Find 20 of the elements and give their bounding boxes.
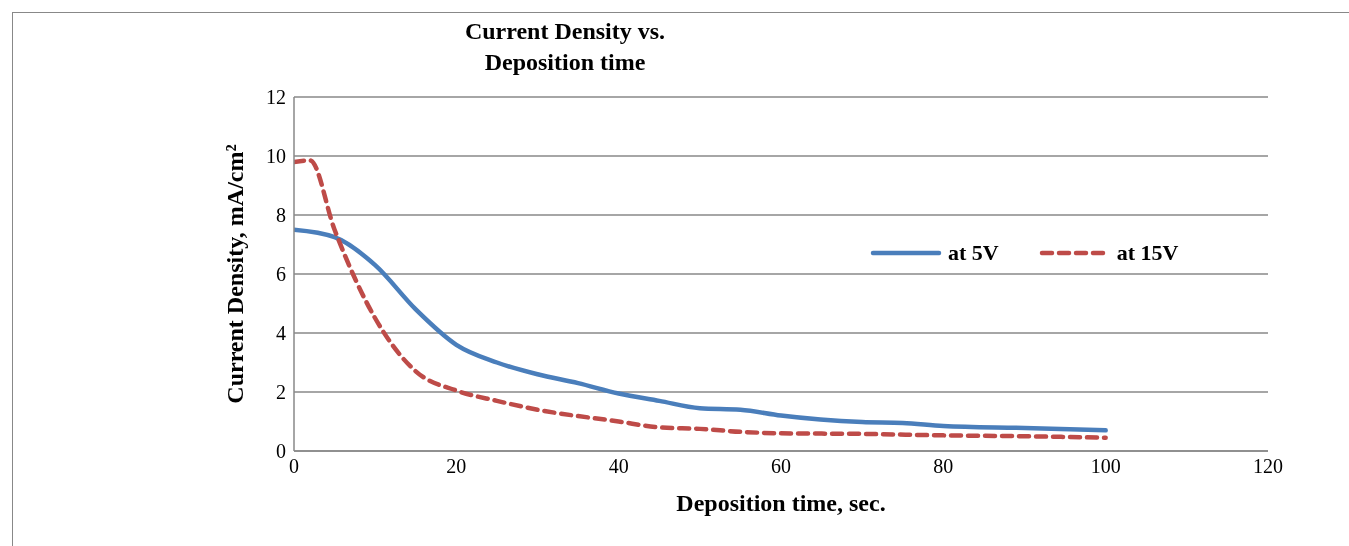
y-tick-label: 4 — [276, 322, 286, 345]
y-tick-label: 12 — [266, 86, 286, 109]
y-tick-label: 8 — [276, 204, 286, 227]
x-axis-title: Deposition time, sec. — [676, 490, 886, 516]
y-tick-label: 2 — [276, 381, 286, 404]
y-axis-title: Current Density, mA/cm² — [221, 144, 248, 404]
x-tick-label: 120 — [1253, 455, 1283, 478]
line-series — [294, 158, 1108, 440]
chart-title: Current Density vs. Deposition time — [463, 17, 667, 77]
legend-label: at 15V — [1116, 240, 1179, 266]
x-tick-label: 60 — [771, 455, 791, 478]
x-tick-label: 20 — [446, 455, 467, 478]
legend-label: at 5V — [948, 240, 999, 266]
y-tick-label: 0 — [276, 440, 286, 463]
x-tick-label: 80 — [933, 455, 954, 478]
x-tick-label: 100 — [1090, 455, 1121, 478]
y-tick-label: 6 — [276, 263, 286, 286]
y-tick-label: 10 — [266, 145, 286, 168]
x-tick-label: 40 — [608, 455, 629, 478]
line-series — [294, 227, 1108, 433]
